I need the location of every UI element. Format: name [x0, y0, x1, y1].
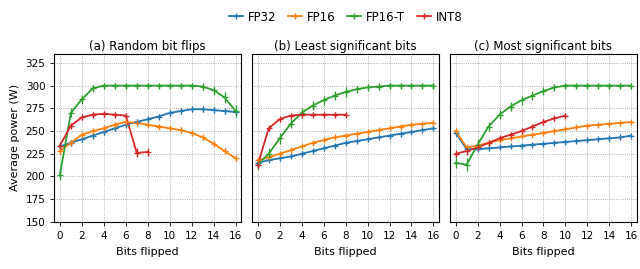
Y-axis label: Average power (W): Average power (W)	[10, 84, 20, 192]
X-axis label: Bits flipped: Bits flipped	[314, 246, 377, 257]
Title: (a) Random bit flips: (a) Random bit flips	[90, 40, 206, 53]
Title: (b) Least significant bits: (b) Least significant bits	[275, 40, 417, 53]
Legend: FP32, FP16, FP16-T, INT8: FP32, FP16, FP16-T, INT8	[224, 6, 467, 28]
Title: (c) Most significant bits: (c) Most significant bits	[474, 40, 612, 53]
X-axis label: Bits flipped: Bits flipped	[116, 246, 179, 257]
X-axis label: Bits flipped: Bits flipped	[512, 246, 575, 257]
